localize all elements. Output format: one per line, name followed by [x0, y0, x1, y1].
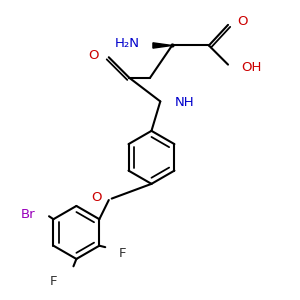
- Text: O: O: [88, 49, 98, 62]
- Polygon shape: [153, 43, 172, 48]
- Text: O: O: [237, 15, 247, 28]
- Text: F: F: [50, 274, 57, 287]
- Text: NH: NH: [175, 96, 195, 110]
- Text: F: F: [118, 247, 126, 260]
- Text: O: O: [91, 190, 101, 204]
- Text: Br: Br: [21, 208, 36, 221]
- Text: H₂N: H₂N: [115, 38, 140, 50]
- Text: OH: OH: [241, 61, 262, 74]
